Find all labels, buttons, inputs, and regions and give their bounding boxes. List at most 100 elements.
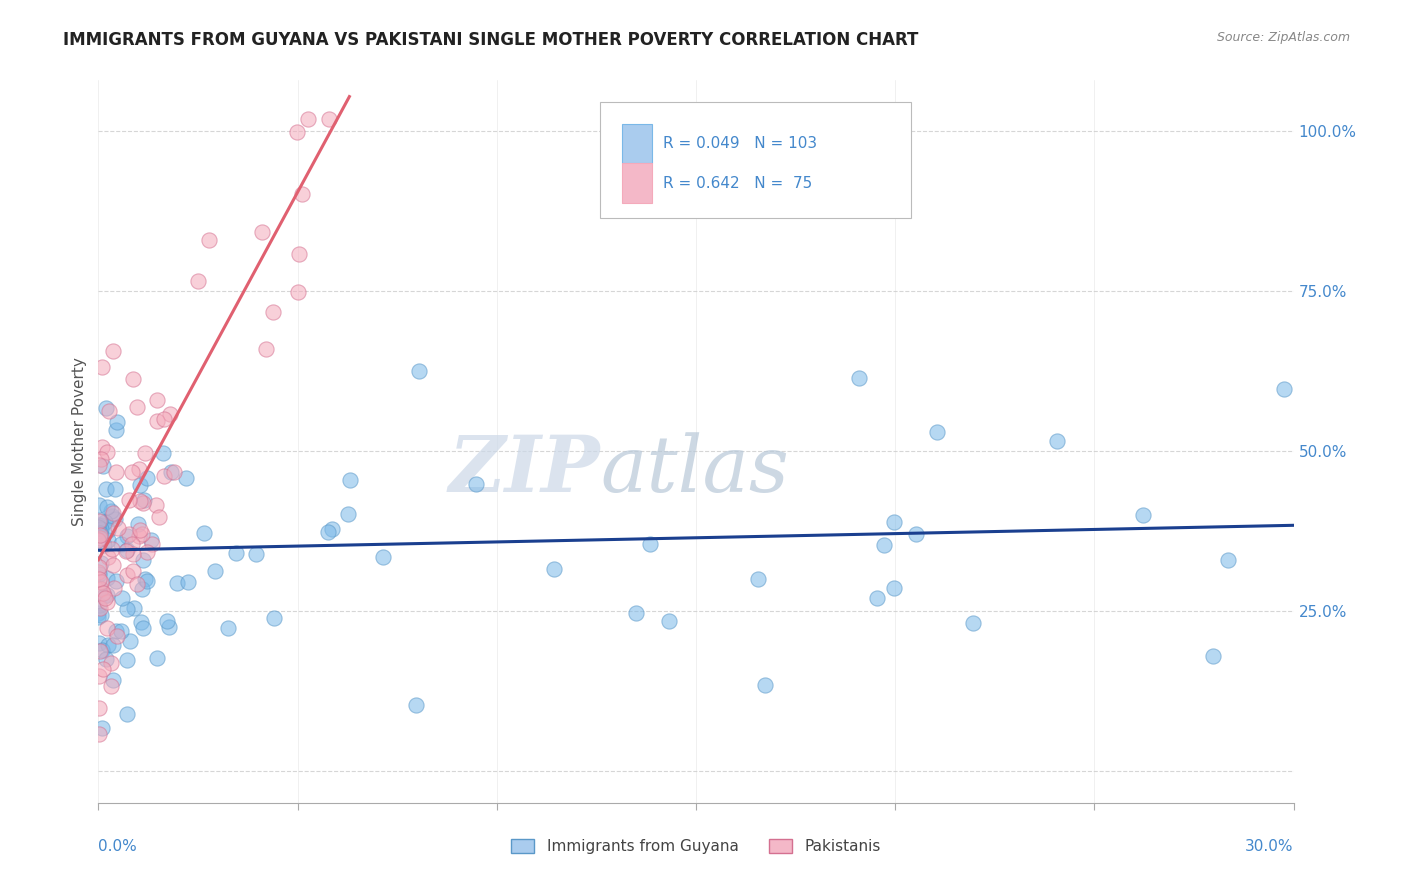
Point (96, 587, 118, 601)
Point (339, 473, 361, 487)
Point (638, 537, 661, 551)
Point (110, 624, 132, 638)
Point (100, 679, 122, 693)
Point (146, 650, 169, 665)
Point (132, 621, 155, 635)
Point (87, 498, 110, 512)
Text: IMMIGRANTS FROM GUYANA VS PAKISTANI SINGLE MOTHER POVERTY CORRELATION CHART: IMMIGRANTS FROM GUYANA VS PAKISTANI SING… (63, 31, 918, 49)
Point (135, 471, 157, 485)
Point (89, 600, 111, 615)
Point (288, 246, 311, 260)
Point (145, 498, 167, 512)
Point (87, 514, 110, 528)
Text: 0.0%: 0.0% (98, 838, 138, 854)
Point (129, 478, 152, 492)
Point (160, 466, 183, 480)
Point (103, 343, 125, 358)
Point (87, 458, 110, 473)
Point (87, 517, 110, 532)
Point (883, 516, 905, 530)
Point (96, 444, 118, 458)
Point (89, 644, 111, 658)
Point (121, 465, 143, 479)
Point (134, 446, 156, 460)
Point (131, 526, 153, 541)
Point (1216, 553, 1239, 567)
Point (110, 537, 132, 551)
Point (146, 392, 169, 407)
Point (94, 652, 117, 666)
Point (101, 541, 124, 556)
Point (89, 514, 111, 528)
Point (866, 591, 889, 606)
Point (94, 482, 117, 496)
Point (883, 581, 905, 595)
Point (127, 401, 149, 415)
Point (204, 564, 226, 578)
Point (148, 510, 170, 524)
Point (93, 538, 115, 552)
Point (91, 458, 114, 473)
Point (152, 446, 174, 460)
Point (105, 423, 128, 437)
Point (543, 562, 565, 576)
Point (89, 531, 111, 545)
Point (87, 565, 110, 579)
Point (121, 547, 143, 561)
Point (90, 522, 112, 536)
Point (115, 706, 138, 721)
Point (287, 125, 309, 139)
Point (107, 521, 129, 535)
Point (90, 440, 112, 454)
FancyBboxPatch shape (600, 102, 911, 218)
Bar (621, 163, 652, 203)
Text: R = 0.049   N = 103: R = 0.049 N = 103 (662, 136, 817, 152)
Point (245, 547, 267, 561)
Point (155, 615, 177, 629)
Point (321, 522, 343, 536)
Point (87, 610, 110, 624)
Point (848, 370, 870, 384)
Point (115, 602, 138, 616)
Point (159, 407, 181, 421)
Point (96, 570, 118, 584)
Point (105, 465, 128, 479)
Point (157, 620, 180, 634)
Point (318, 524, 340, 539)
Point (1132, 508, 1154, 522)
Point (89, 581, 111, 595)
Point (287, 285, 309, 300)
Point (115, 529, 138, 543)
Point (128, 529, 150, 543)
Point (262, 305, 284, 319)
Point (122, 372, 145, 386)
Point (291, 186, 314, 201)
Point (131, 553, 153, 567)
Point (103, 581, 125, 595)
Point (101, 507, 124, 521)
Point (318, 112, 340, 126)
Text: Source: ZipAtlas.com: Source: ZipAtlas.com (1216, 31, 1350, 45)
Point (1272, 382, 1295, 396)
Point (125, 576, 148, 591)
Point (93, 589, 115, 603)
Point (101, 558, 124, 572)
Point (87, 636, 110, 650)
Point (96, 595, 118, 609)
Point (873, 538, 896, 552)
Point (408, 363, 430, 377)
Point (87, 606, 110, 620)
Point (87, 533, 110, 547)
Point (127, 516, 149, 531)
Point (91, 643, 114, 657)
Point (105, 416, 128, 430)
Point (87, 599, 110, 613)
Point (465, 477, 488, 491)
Point (105, 574, 128, 589)
Point (163, 466, 186, 480)
Point (747, 572, 769, 586)
Point (263, 611, 285, 625)
Point (90, 721, 112, 735)
Point (100, 656, 122, 670)
Point (96, 620, 118, 634)
